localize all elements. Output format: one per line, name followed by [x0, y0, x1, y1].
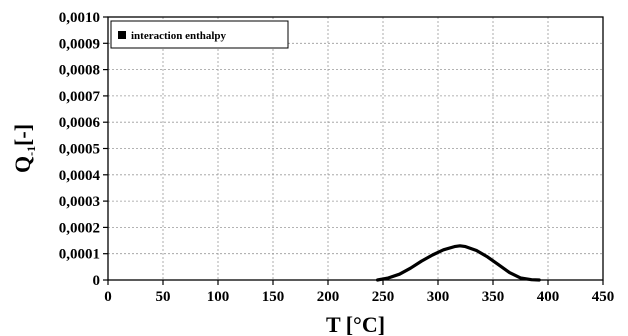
x-tick-label: 450: [592, 289, 615, 305]
y-tick-label: 0,0008: [59, 63, 100, 79]
y-tick-label: 0,0006: [59, 115, 101, 131]
grid: [108, 17, 603, 280]
x-tick-label: 0: [104, 289, 112, 305]
y-axis-title-main: Q: [10, 156, 35, 173]
y-tick-label: 0,0009: [59, 36, 100, 52]
y-tick-label: 0,0005: [59, 142, 100, 158]
x-tick-label: 100: [207, 289, 230, 305]
x-tick-label: 150: [262, 289, 285, 305]
x-tick-label: 350: [482, 289, 505, 305]
x-axis-title: T [°C]: [326, 312, 385, 336]
y-axis-title-unit: [-]: [10, 124, 35, 146]
y-tick-label: 0,0002: [59, 220, 100, 236]
x-tick-label: 400: [537, 289, 560, 305]
y-axis-title: Q-1[-]: [10, 124, 38, 173]
y-tick-label: 0,0010: [59, 10, 100, 26]
y-tick-label: 0,0001: [59, 247, 100, 263]
legend-box: [110, 20, 289, 49]
x-axis-ticks: 0 50 100 150 200 250 300 350 400 450: [104, 280, 614, 305]
x-tick-label: 300: [427, 289, 450, 305]
x-tick-label: 200: [317, 289, 340, 305]
y-tick-label: 0,0003: [59, 194, 100, 210]
x-tick-label: 50: [156, 289, 171, 305]
y-axis-title-subscript: -1: [24, 146, 38, 156]
series-line: [375, 244, 541, 282]
y-tick-label: 0,0004: [59, 168, 101, 184]
legend-label: interaction enthalpy: [131, 30, 227, 42]
y-axis-ticks: 0 0,0001 0,0002 0,0003 0,0004 0,0005 0,0006 0,0…: [59, 10, 108, 289]
legend: interaction enthalpy: [110, 20, 289, 49]
y-tick-label: 0: [93, 273, 101, 289]
series-layer: [375, 244, 541, 282]
y-tick-label: 0,0007: [59, 89, 101, 105]
x-tick-label: 250: [372, 289, 395, 305]
legend-marker: [118, 31, 126, 39]
